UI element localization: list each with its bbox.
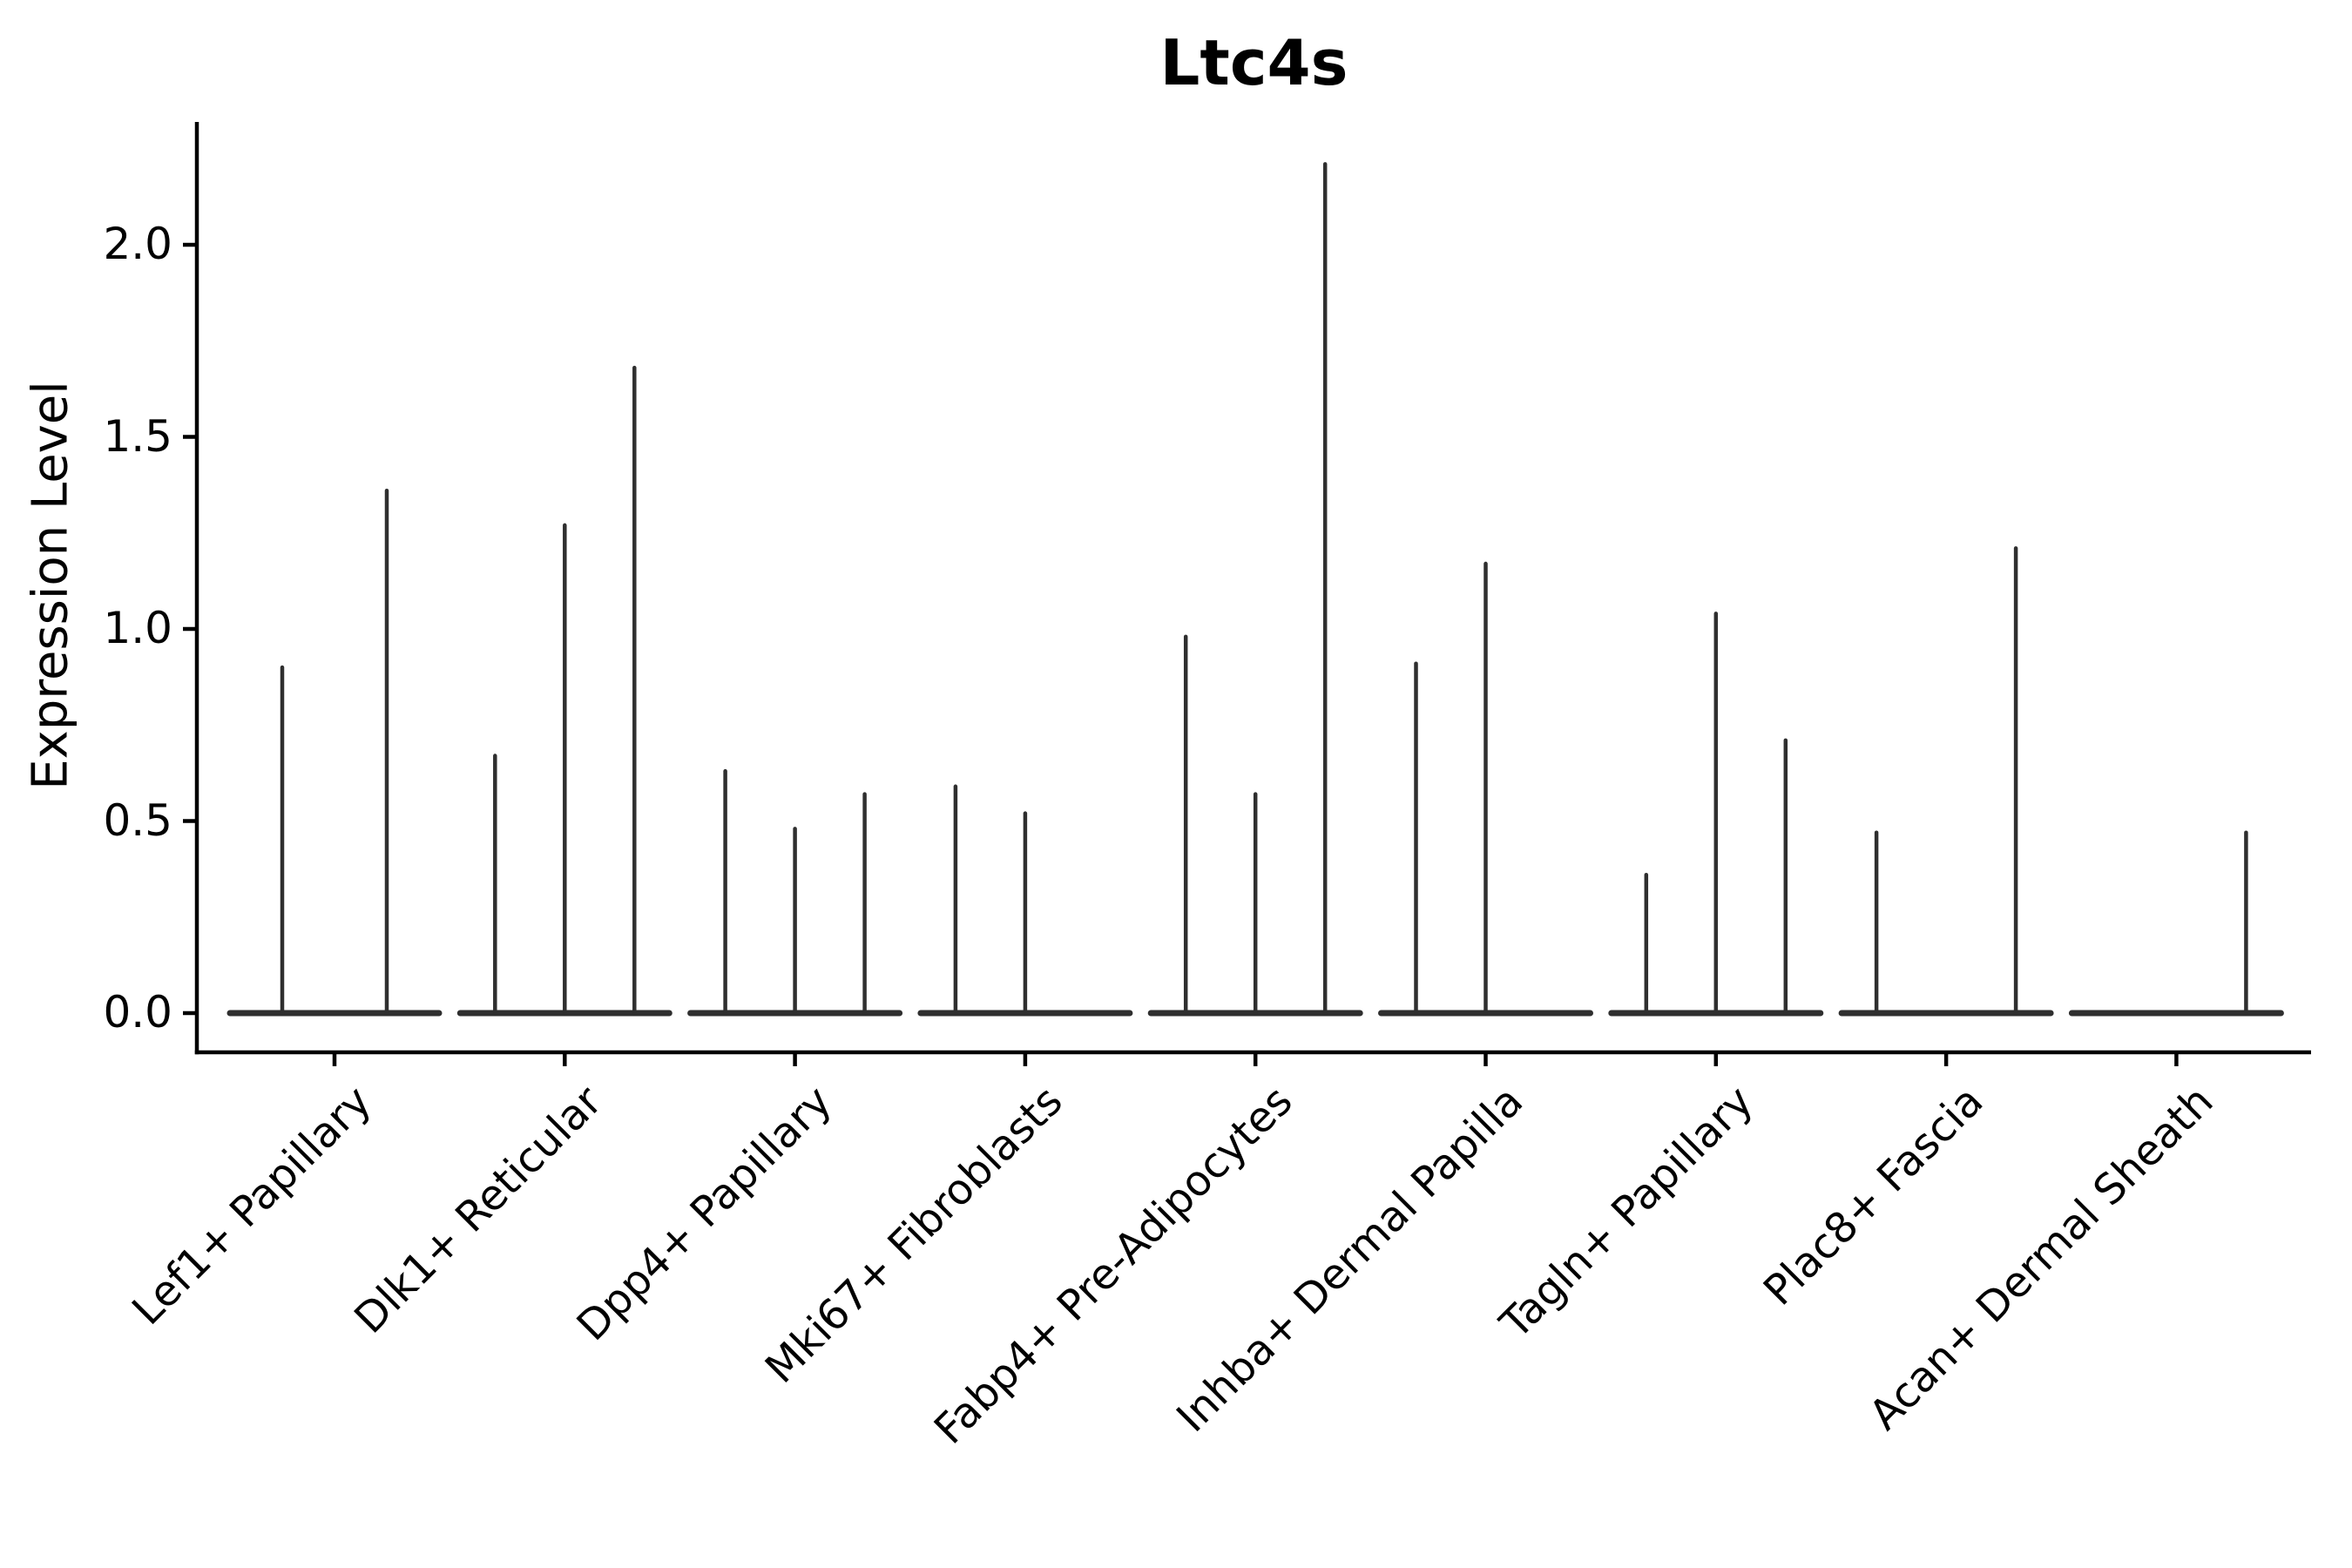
chart-title: Ltc4s [1159,26,1348,99]
y-tick-label: 1.5 [103,410,172,462]
y-tick-label: 1.0 [103,602,172,653]
y-tick-label: 2.0 [103,218,172,269]
y-tick-label: 0.0 [103,986,172,1037]
y-tick-label: 0.5 [103,794,172,846]
